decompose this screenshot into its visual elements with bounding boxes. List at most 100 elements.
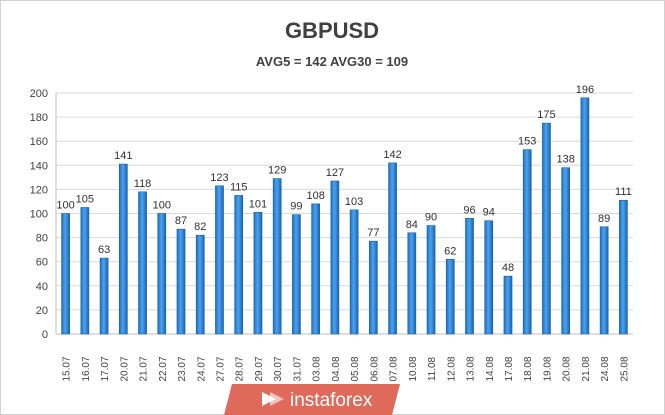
bar-21.07 [138, 191, 147, 335]
bar-13.08 [465, 218, 474, 335]
y-tick-labels: 0 20 40 60 80 100 120 140 160 180 200 [30, 88, 48, 341]
bar-19.08 [542, 122, 551, 335]
data-label: 118 [134, 178, 152, 190]
x-tick-label: 19.08 [542, 356, 553, 381]
data-label: 123 [210, 172, 228, 184]
y-tick-label: 180 [30, 112, 48, 124]
x-tick-label: 21.08 [581, 356, 592, 381]
data-label: 141 [114, 150, 132, 162]
bar-23.07 [176, 228, 186, 335]
bar-12.08 [445, 258, 455, 335]
x-tick-label: 20.08 [562, 356, 573, 381]
x-tick-label: 07.08 [389, 356, 400, 381]
data-label: 175 [537, 109, 555, 121]
bar-11.08 [426, 225, 436, 335]
bar-30.07 [272, 178, 282, 335]
bar-17.07 [99, 257, 109, 335]
instaforex-watermark: instaforex [224, 384, 400, 415]
x-tick-labels: 15.07 16.07 17.07 20.07 21.07 22.07 23.07 24.07… [62, 356, 631, 381]
bar-20.08 [561, 167, 571, 335]
bar-25.08 [619, 199, 628, 335]
data-label: 89 [598, 213, 610, 225]
x-tick-label: 28.07 [235, 356, 246, 381]
data-label: 100 [153, 200, 171, 212]
data-label: 82 [194, 221, 206, 233]
data-label: 103 [345, 196, 363, 208]
y-tick-label: 80 [36, 233, 48, 245]
data-label: 84 [406, 219, 418, 231]
bar-24.07 [195, 234, 205, 335]
bar-28.07 [234, 195, 244, 335]
x-tick-label: 24.08 [600, 356, 611, 381]
data-label: 96 [463, 204, 475, 216]
x-tick-label: 27.07 [215, 356, 226, 381]
data-label: 111 [615, 186, 632, 198]
x-tick-label: 21.07 [139, 356, 150, 381]
data-label: 196 [576, 84, 594, 96]
x-tick-label: 17.08 [504, 356, 515, 381]
bar-22.07 [157, 213, 167, 335]
x-tick-label: 23.07 [177, 356, 188, 381]
x-tick-label: 24.07 [196, 356, 207, 381]
data-label: 100 [56, 200, 74, 212]
x-tick-label: 10.08 [408, 356, 419, 381]
data-label: 87 [175, 215, 187, 227]
x-tick-label: 05.08 [350, 356, 361, 381]
chart-subtitle: AVG5 = 142 AVG30 = 109 [256, 54, 408, 69]
data-label: 62 [444, 245, 456, 257]
data-label: 48 [502, 262, 514, 274]
x-tick-label: 22.07 [158, 356, 169, 381]
data-label: 101 [249, 198, 267, 210]
y-tick-label: 60 [36, 257, 48, 269]
bar-29.07 [253, 211, 263, 335]
y-tick-label: 40 [36, 281, 48, 293]
data-label: 127 [326, 167, 344, 179]
bar-03.08 [311, 203, 320, 335]
bar-18.08 [522, 149, 532, 335]
bar-07.08 [388, 162, 397, 335]
data-label: 138 [557, 154, 575, 166]
bars [61, 97, 628, 335]
data-label: 115 [230, 181, 248, 193]
y-tick-label: 0 [42, 329, 48, 341]
data-label: 90 [425, 212, 437, 224]
watermark-banner [224, 384, 400, 415]
x-tick-label: 30.07 [273, 356, 284, 381]
y-tick-label: 200 [30, 88, 48, 100]
x-tick-label: 29.07 [254, 356, 265, 381]
y-tick-label: 100 [30, 209, 48, 221]
data-label: 129 [268, 165, 286, 177]
data-label: 105 [76, 193, 94, 205]
x-tick-label: 17.07 [100, 356, 111, 381]
x-tick-label: 13.08 [466, 356, 477, 381]
bar-20.07 [118, 163, 128, 335]
x-tick-label: 14.08 [485, 356, 496, 381]
bar-16.07 [80, 207, 90, 335]
data-label: 142 [383, 149, 401, 161]
data-label: 94 [483, 207, 495, 219]
axes [55, 93, 633, 335]
y-tick-label: 140 [30, 160, 48, 172]
bar-15.07 [61, 213, 70, 335]
x-tick-label: 12.08 [446, 356, 457, 381]
instaforex-logo-icon [262, 392, 284, 406]
x-tick-label: 31.07 [292, 356, 303, 381]
data-labels: 1001056314111810087821231151011299910812… [56, 84, 631, 274]
bar-04.08 [330, 180, 340, 335]
x-tick-label: 16.07 [81, 356, 92, 381]
bar-21.08 [580, 97, 590, 335]
y-tick-label: 20 [36, 305, 48, 317]
data-label: 108 [306, 190, 324, 202]
data-label: 77 [367, 227, 379, 239]
data-label: 153 [518, 136, 536, 148]
x-tick-label: 11.08 [427, 356, 438, 381]
bar-05.08 [349, 209, 359, 335]
x-tick-label: 15.07 [62, 356, 73, 381]
bar-06.08 [369, 240, 378, 335]
x-tick-label: 06.08 [369, 356, 380, 381]
chart-title: GBPUSD [285, 18, 379, 43]
x-tick-label: 04.08 [331, 356, 342, 381]
x-tick-label: 25.08 [619, 356, 630, 381]
